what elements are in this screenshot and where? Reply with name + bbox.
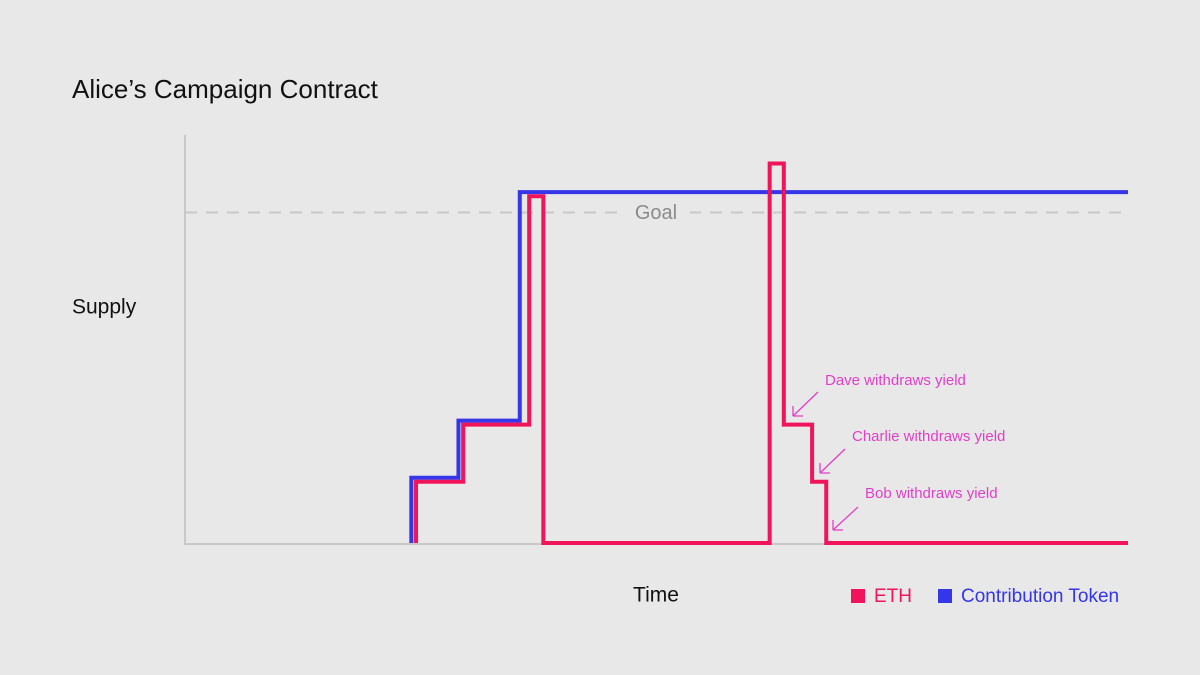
annotation-arrow [819,448,846,474]
goal-label: Goal [635,202,677,224]
legend-swatch [938,589,952,603]
chart-title: Alice’s Campaign Contract [72,74,379,104]
annotation: Dave withdraws yield [825,372,966,389]
legend-label: Contribution Token [961,586,1119,607]
annotation-arrow [792,391,819,417]
series-line [414,161,1128,545]
annotation: Charlie withdraws yield [852,428,1005,445]
annotation-arrow [832,506,859,531]
series-line [409,190,1128,543]
annotation: Bob withdraws yield [865,485,998,502]
y-axis-label: Supply [72,296,137,319]
legend-swatch [851,589,865,603]
goal-label-bg [622,199,690,226]
legend-label: ETH [874,586,912,607]
x-axis-label: Time [633,584,679,607]
